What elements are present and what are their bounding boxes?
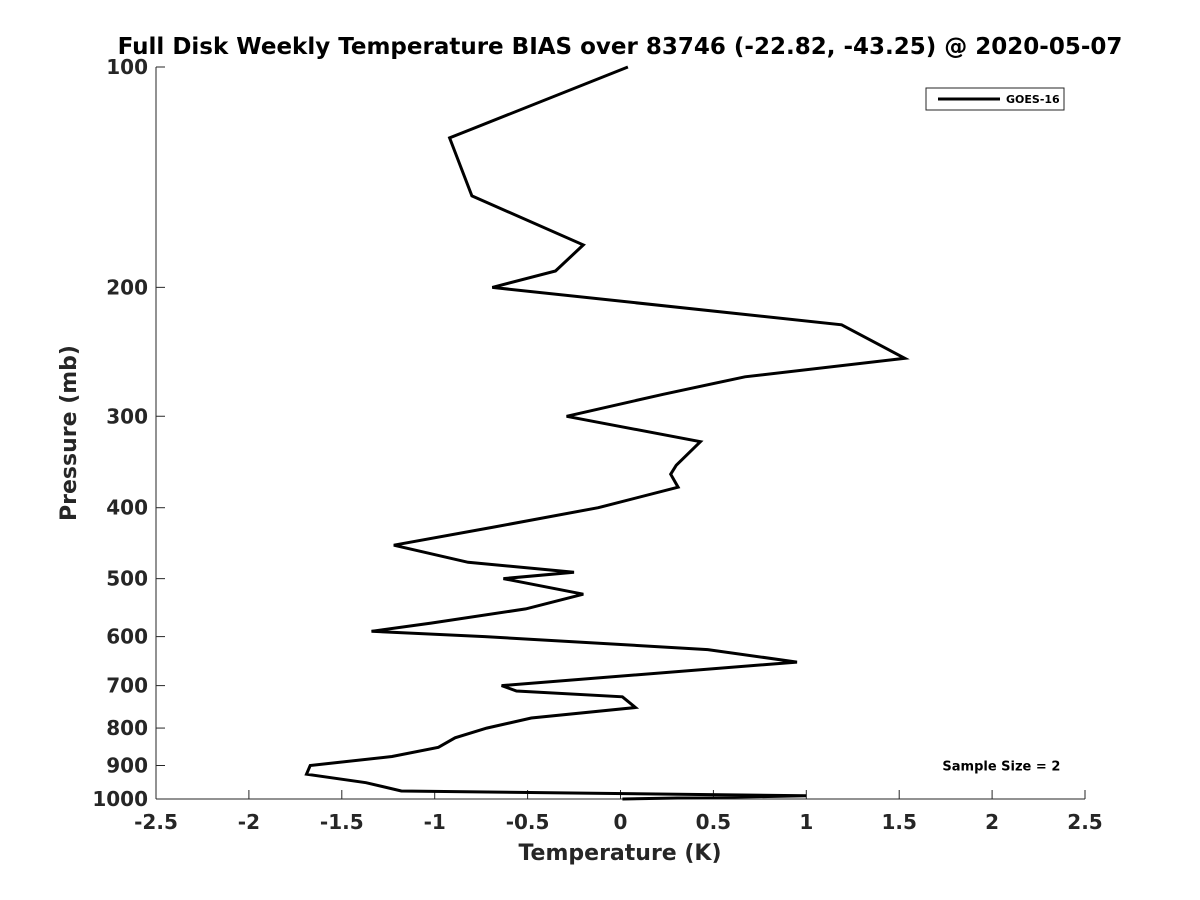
x-tick-label: 0.5 bbox=[696, 810, 731, 834]
y-tick-label: 700 bbox=[106, 674, 148, 698]
x-tick-label: 1 bbox=[799, 810, 813, 834]
y-tick-label: 900 bbox=[106, 754, 148, 778]
plot-lines bbox=[304, 65, 910, 801]
series-line-0 bbox=[304, 65, 910, 801]
y-tick-label: 300 bbox=[106, 404, 148, 428]
x-axis-label: Temperature (K) bbox=[518, 841, 721, 866]
x-tick-label: -1 bbox=[424, 810, 446, 834]
y-tick-label: 400 bbox=[106, 496, 148, 520]
y-tick-label: 800 bbox=[106, 716, 148, 740]
y-tick-label: 500 bbox=[106, 567, 148, 591]
x-tick-label: 0 bbox=[614, 810, 628, 834]
y-tick-label: 1000 bbox=[92, 787, 148, 811]
x-tick-label: 2 bbox=[985, 810, 999, 834]
y-tick-label: 200 bbox=[106, 275, 148, 299]
x-tick-label: -2 bbox=[238, 810, 260, 834]
x-tick-label: -1.5 bbox=[320, 810, 364, 834]
x-tick-label: -0.5 bbox=[506, 810, 550, 834]
legend-label: GOES-16 bbox=[1006, 93, 1060, 106]
x-tick-label: 2.5 bbox=[1067, 810, 1102, 834]
y-tick-label: 100 bbox=[106, 55, 148, 79]
annotations: Sample Size = 2 bbox=[942, 760, 1060, 775]
y-axis-label: Pressure (mb) bbox=[57, 345, 82, 521]
x-tick-label: -2.5 bbox=[134, 810, 178, 834]
legend: GOES-16 bbox=[925, 87, 1065, 111]
chart-title: Full Disk Weekly Temperature BIAS over 8… bbox=[118, 34, 1123, 60]
x-tick-label: 1.5 bbox=[881, 810, 916, 834]
sample-size-annotation: Sample Size = 2 bbox=[942, 760, 1060, 775]
y-tick-label: 600 bbox=[106, 625, 148, 649]
axes: -2.5 -2 -1.5 -1 -0.5 0 0.5 1 1.5 2 2.5 100 200 300 400… bbox=[92, 55, 1102, 834]
